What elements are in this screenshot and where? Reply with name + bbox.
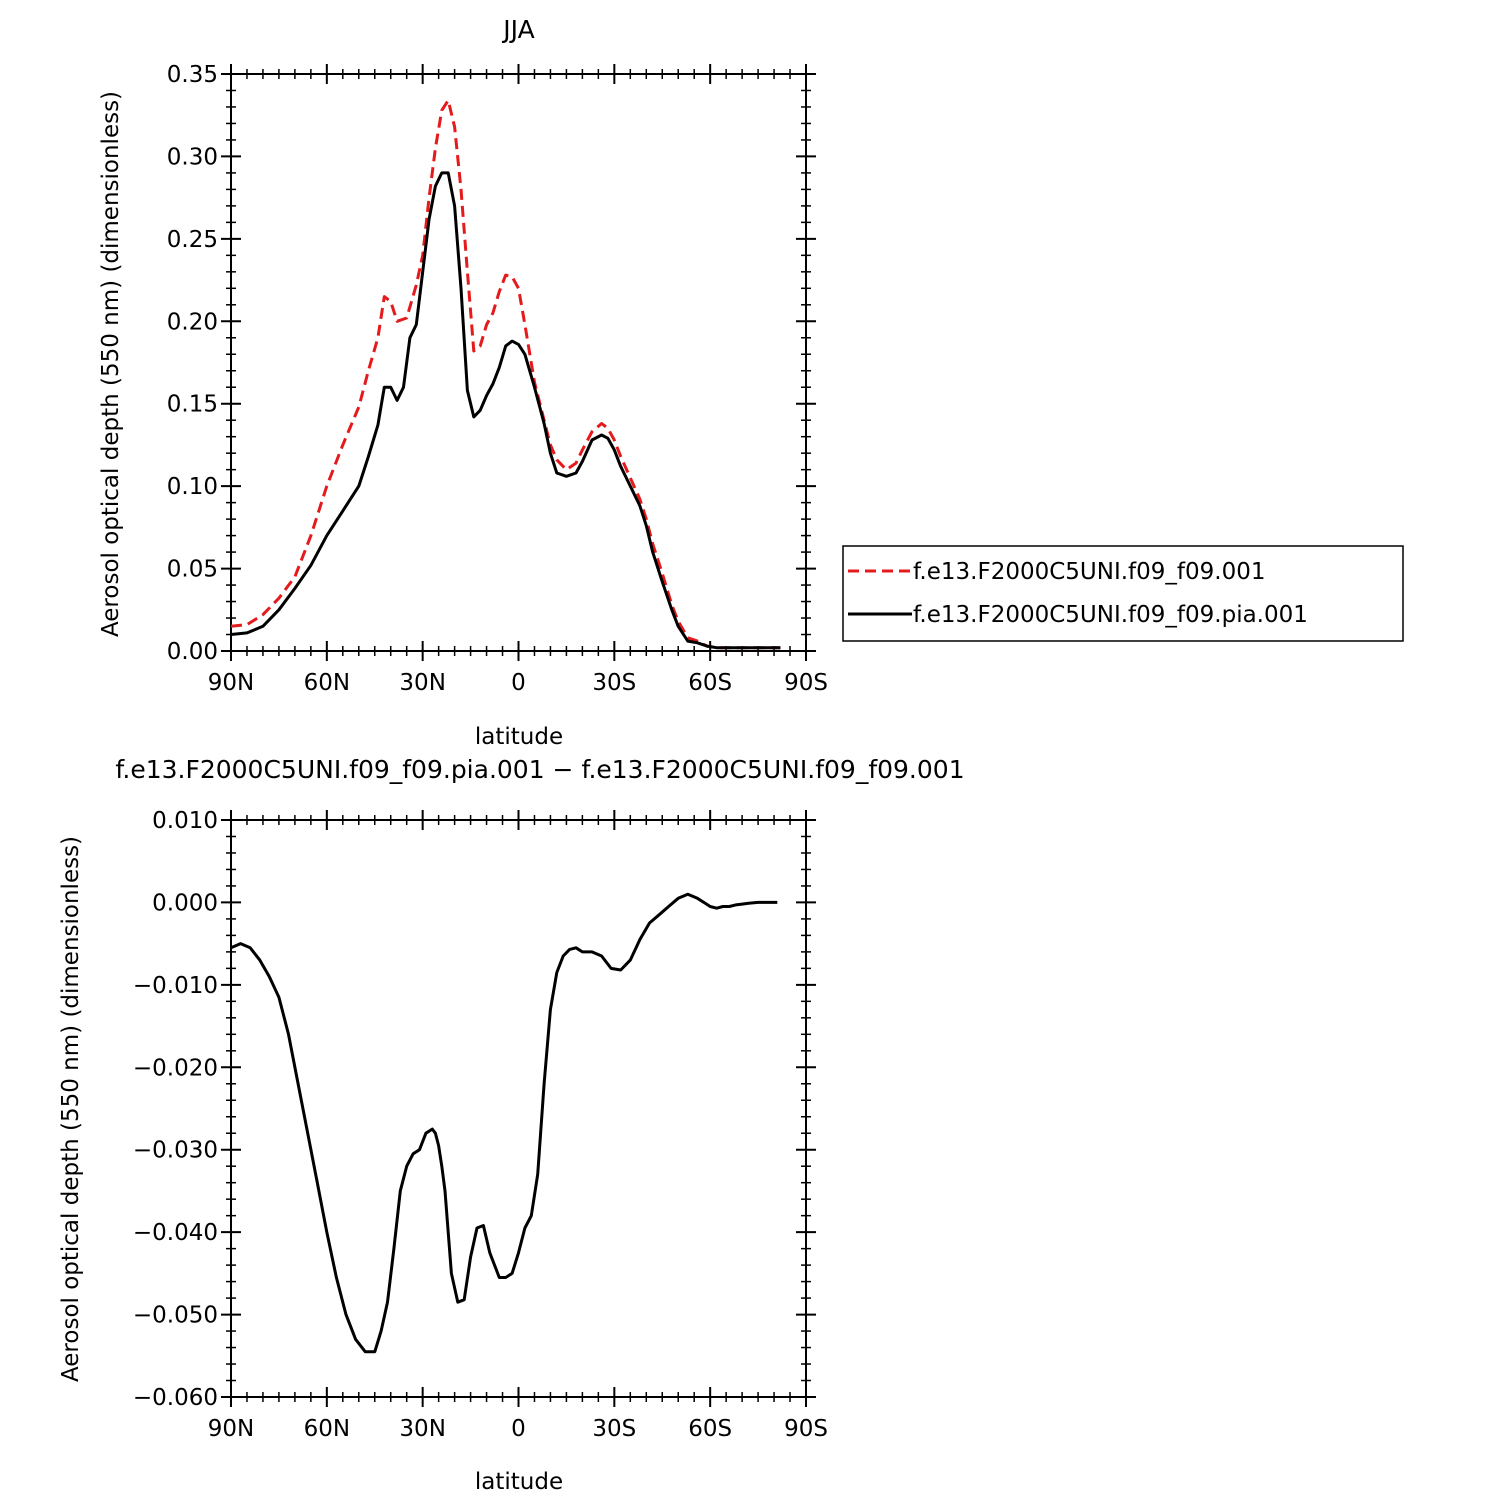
y-tick-label: 0.20 — [167, 309, 218, 335]
y-tick-label: 0.25 — [167, 227, 218, 253]
y-tick-label: 0.35 — [167, 62, 218, 88]
series-line-1 — [230, 98, 781, 650]
series-line-2 — [230, 171, 781, 650]
x-tick-label: 90S — [784, 1416, 828, 1442]
top-line-chart: JJA latitude Aerosol optical depth (550 … — [98, 15, 1404, 750]
bottom-chart-xlabel: latitude — [475, 1469, 563, 1495]
plot-frame — [230, 73, 807, 652]
x-tick-label: 90S — [784, 670, 828, 696]
y-tick-label: 0.05 — [167, 557, 218, 583]
bottom-chart-title: f.e13.F2000C5UNI.f09_f09.pia.001 − f.e13… — [115, 755, 964, 784]
bottom-difference-chart: f.e13.F2000C5UNI.f09_f09.pia.001 − f.e13… — [58, 755, 965, 1495]
y-tick-label: 0.000 — [152, 890, 218, 916]
y-tick-label: 0.15 — [167, 392, 218, 418]
y-tick-label: 0.30 — [167, 144, 218, 170]
x-tick-label: 30S — [592, 670, 636, 696]
x-tick-label: 30N — [399, 1416, 445, 1442]
y-tick-label: −0.010 — [133, 973, 218, 999]
top-chart-xlabel: latitude — [475, 724, 563, 750]
y-tick-label: −0.030 — [133, 1138, 218, 1164]
y-tick-label: 0.10 — [167, 474, 218, 500]
x-tick-label: 30S — [592, 1416, 636, 1442]
y-tick-label: −0.040 — [133, 1220, 218, 1246]
x-tick-label: 90N — [208, 670, 254, 696]
y-tick-label: −0.060 — [133, 1385, 218, 1411]
legend-box — [842, 545, 1404, 642]
y-tick-label: −0.050 — [133, 1303, 218, 1329]
legend-label-series-1: f.e13.F2000C5UNI.f09_f09.001 — [913, 559, 1266, 585]
x-tick-label: 60N — [304, 670, 350, 696]
y-tick-label: 0.00 — [167, 639, 218, 665]
top-chart-ylabel: Aerosol optical depth (550 nm) (dimensio… — [98, 91, 124, 637]
x-tick-label: 30N — [399, 670, 445, 696]
top-chart-title: JJA — [501, 15, 534, 44]
x-tick-label: 90N — [208, 1416, 254, 1442]
y-tick-label: −0.020 — [133, 1055, 218, 1081]
x-tick-label: 0 — [511, 670, 526, 696]
top-chart-legend: f.e13.F2000C5UNI.f09_f09.001 f.e13.F2000… — [842, 545, 1404, 642]
x-tick-label: 60N — [304, 1416, 350, 1442]
x-tick-label: 0 — [511, 1416, 526, 1442]
bottom-chart-ylabel: Aerosol optical depth (550 nm) (dimensio… — [58, 836, 84, 1382]
series-line-1 — [230, 892, 778, 1354]
x-tick-label: 60S — [688, 1416, 732, 1442]
y-tick-label: 0.010 — [152, 808, 218, 834]
legend-label-series-2: f.e13.F2000C5UNI.f09_f09.pia.001 — [913, 602, 1308, 628]
x-tick-label: 60S — [688, 670, 732, 696]
